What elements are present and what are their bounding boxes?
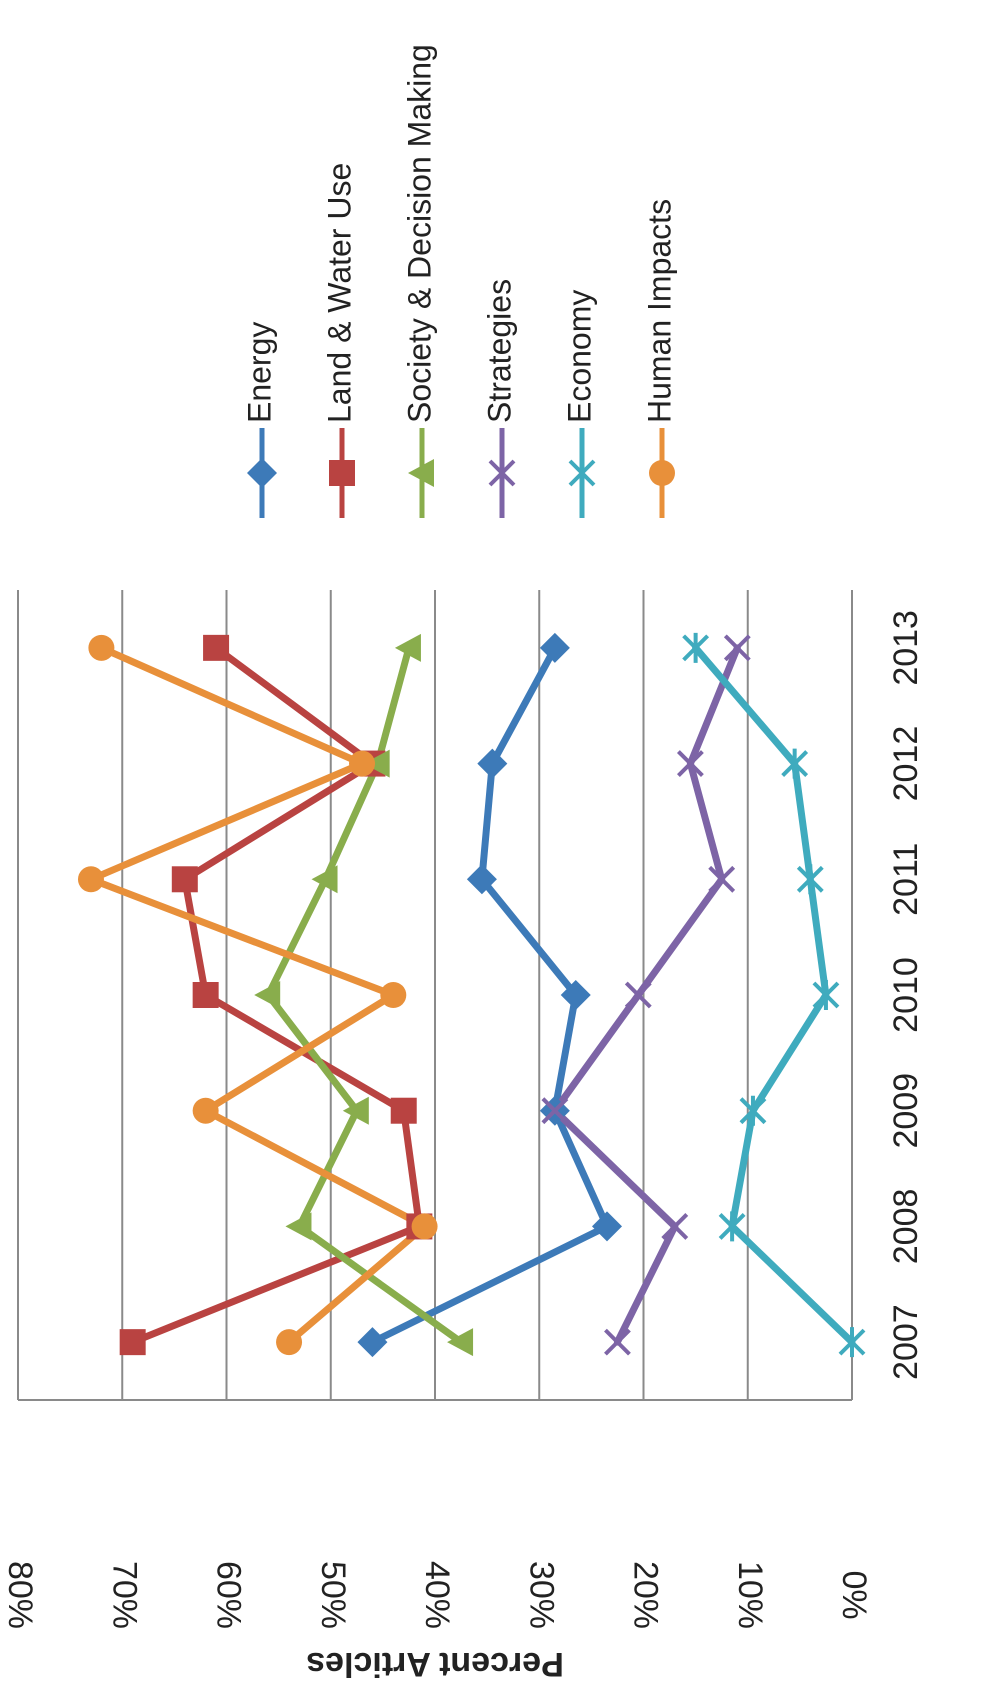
x-tick-label: 2013 [887,610,925,686]
data-point-energy [477,748,508,779]
y-tick-label: 40% [418,1561,456,1629]
data-point-land-and-water-use [390,1097,417,1124]
data-point-economy [796,864,824,895]
legend-item-energy: Energy [241,322,277,518]
y-tick-label: 0% [835,1570,873,1619]
legend-item-land-and-water-use: Land & Water Use [321,163,357,518]
data-point-land-and-water-use [119,1329,146,1356]
x-tick-label: 2009 [887,1073,925,1149]
data-point-strategies [708,865,736,893]
data-point-human-impacts [380,982,407,1008]
data-point-human-impacts [192,1097,219,1124]
legend-swatch-marker-society-and-decision-making [408,459,434,487]
data-point-economy [739,1095,767,1126]
x-tick-label: 2007 [887,1304,925,1380]
legend-label-land-and-water-use: Land & Water Use [321,163,357,423]
data-point-society-and-decision-making [394,633,421,662]
y-tick-label: 10% [731,1561,769,1629]
legend-swatch-marker-energy [247,458,277,488]
data-point-economy [812,980,840,1010]
data-point-energy [539,632,570,663]
data-point-land-and-water-use [203,634,230,661]
gridlines [17,590,853,1401]
data-point-society-and-decision-making [363,749,390,778]
legend-swatch-marker-human-impacts [649,460,675,486]
axis-ticks: 0% 10% 20% 30% 40% 50% 60% 70% 80% Percent Articl… [1,610,925,1683]
data-point-society-and-decision-making [311,865,338,894]
data-point-energy [560,980,591,1010]
data-point-strategies [541,1097,569,1125]
legend-item-strategies: Strategies [481,279,517,518]
x-tick-label: 2012 [887,726,925,802]
data-point-land-and-water-use [171,866,198,893]
data-point-human-impacts [88,634,115,661]
data-point-strategies [604,1328,631,1356]
legend-label-society-and-decision-making: Society & Decision Making [401,44,437,423]
data-point-society-and-decision-making [285,1212,312,1241]
data-point-strategies [624,981,652,1009]
legend-swatch-marker-land-and-water-use [329,460,355,486]
data-point-strategies [661,1213,689,1240]
legend-swatch-marker-strategies [488,459,516,487]
data-point-human-impacts [77,866,104,893]
data-point-strategies [723,634,751,662]
data-point-human-impacts [349,750,376,777]
legend-item-economy: Economy [561,290,597,518]
legend-label-economy: Economy [561,290,597,423]
x-tick-label: 2010 [887,957,925,1033]
legend-item-society-and-decision-making: Society & Decision Making [401,44,437,518]
y-tick-label: 60% [210,1561,248,1629]
y-tick-label: 70% [105,1561,143,1629]
data-point-energy [592,1211,623,1242]
data-point-human-impacts [276,1329,303,1356]
data-point-society-and-decision-making [447,1328,474,1357]
y-tick-label: 20% [627,1561,665,1629]
legend-label-energy: Energy [241,322,277,423]
legend-label-strategies: Strategies [481,279,517,423]
legend-swatch-marker-economy [568,458,596,488]
x-tick-label: 2011 [887,843,925,916]
data-point-economy [718,1211,746,1242]
data-point-society-and-decision-making [342,1096,369,1125]
data-point-land-and-water-use [192,982,219,1008]
legend-label-human-impacts: Human Impacts [641,199,677,423]
data-point-economy [781,748,809,779]
data-point-strategies [676,750,704,777]
y-tick-label: 30% [522,1561,560,1629]
data-point-economy [682,632,710,663]
y-tick-label: 80% [1,1561,39,1629]
y-tick-label: 50% [314,1561,352,1629]
legend: Energy Land & Water Use Society & Decision… [241,44,677,518]
data-point-human-impacts [411,1213,438,1240]
series-markers [77,632,866,1358]
data-point-society-and-decision-making [254,981,281,1009]
data-point-economy [838,1327,866,1358]
data-point-energy [357,1327,388,1358]
y-axis-title: Percent Articles [306,1645,564,1683]
data-point-energy [466,864,497,895]
legend-item-human-impacts: Human Impacts [641,199,677,518]
x-tick-label: 2008 [887,1189,925,1265]
